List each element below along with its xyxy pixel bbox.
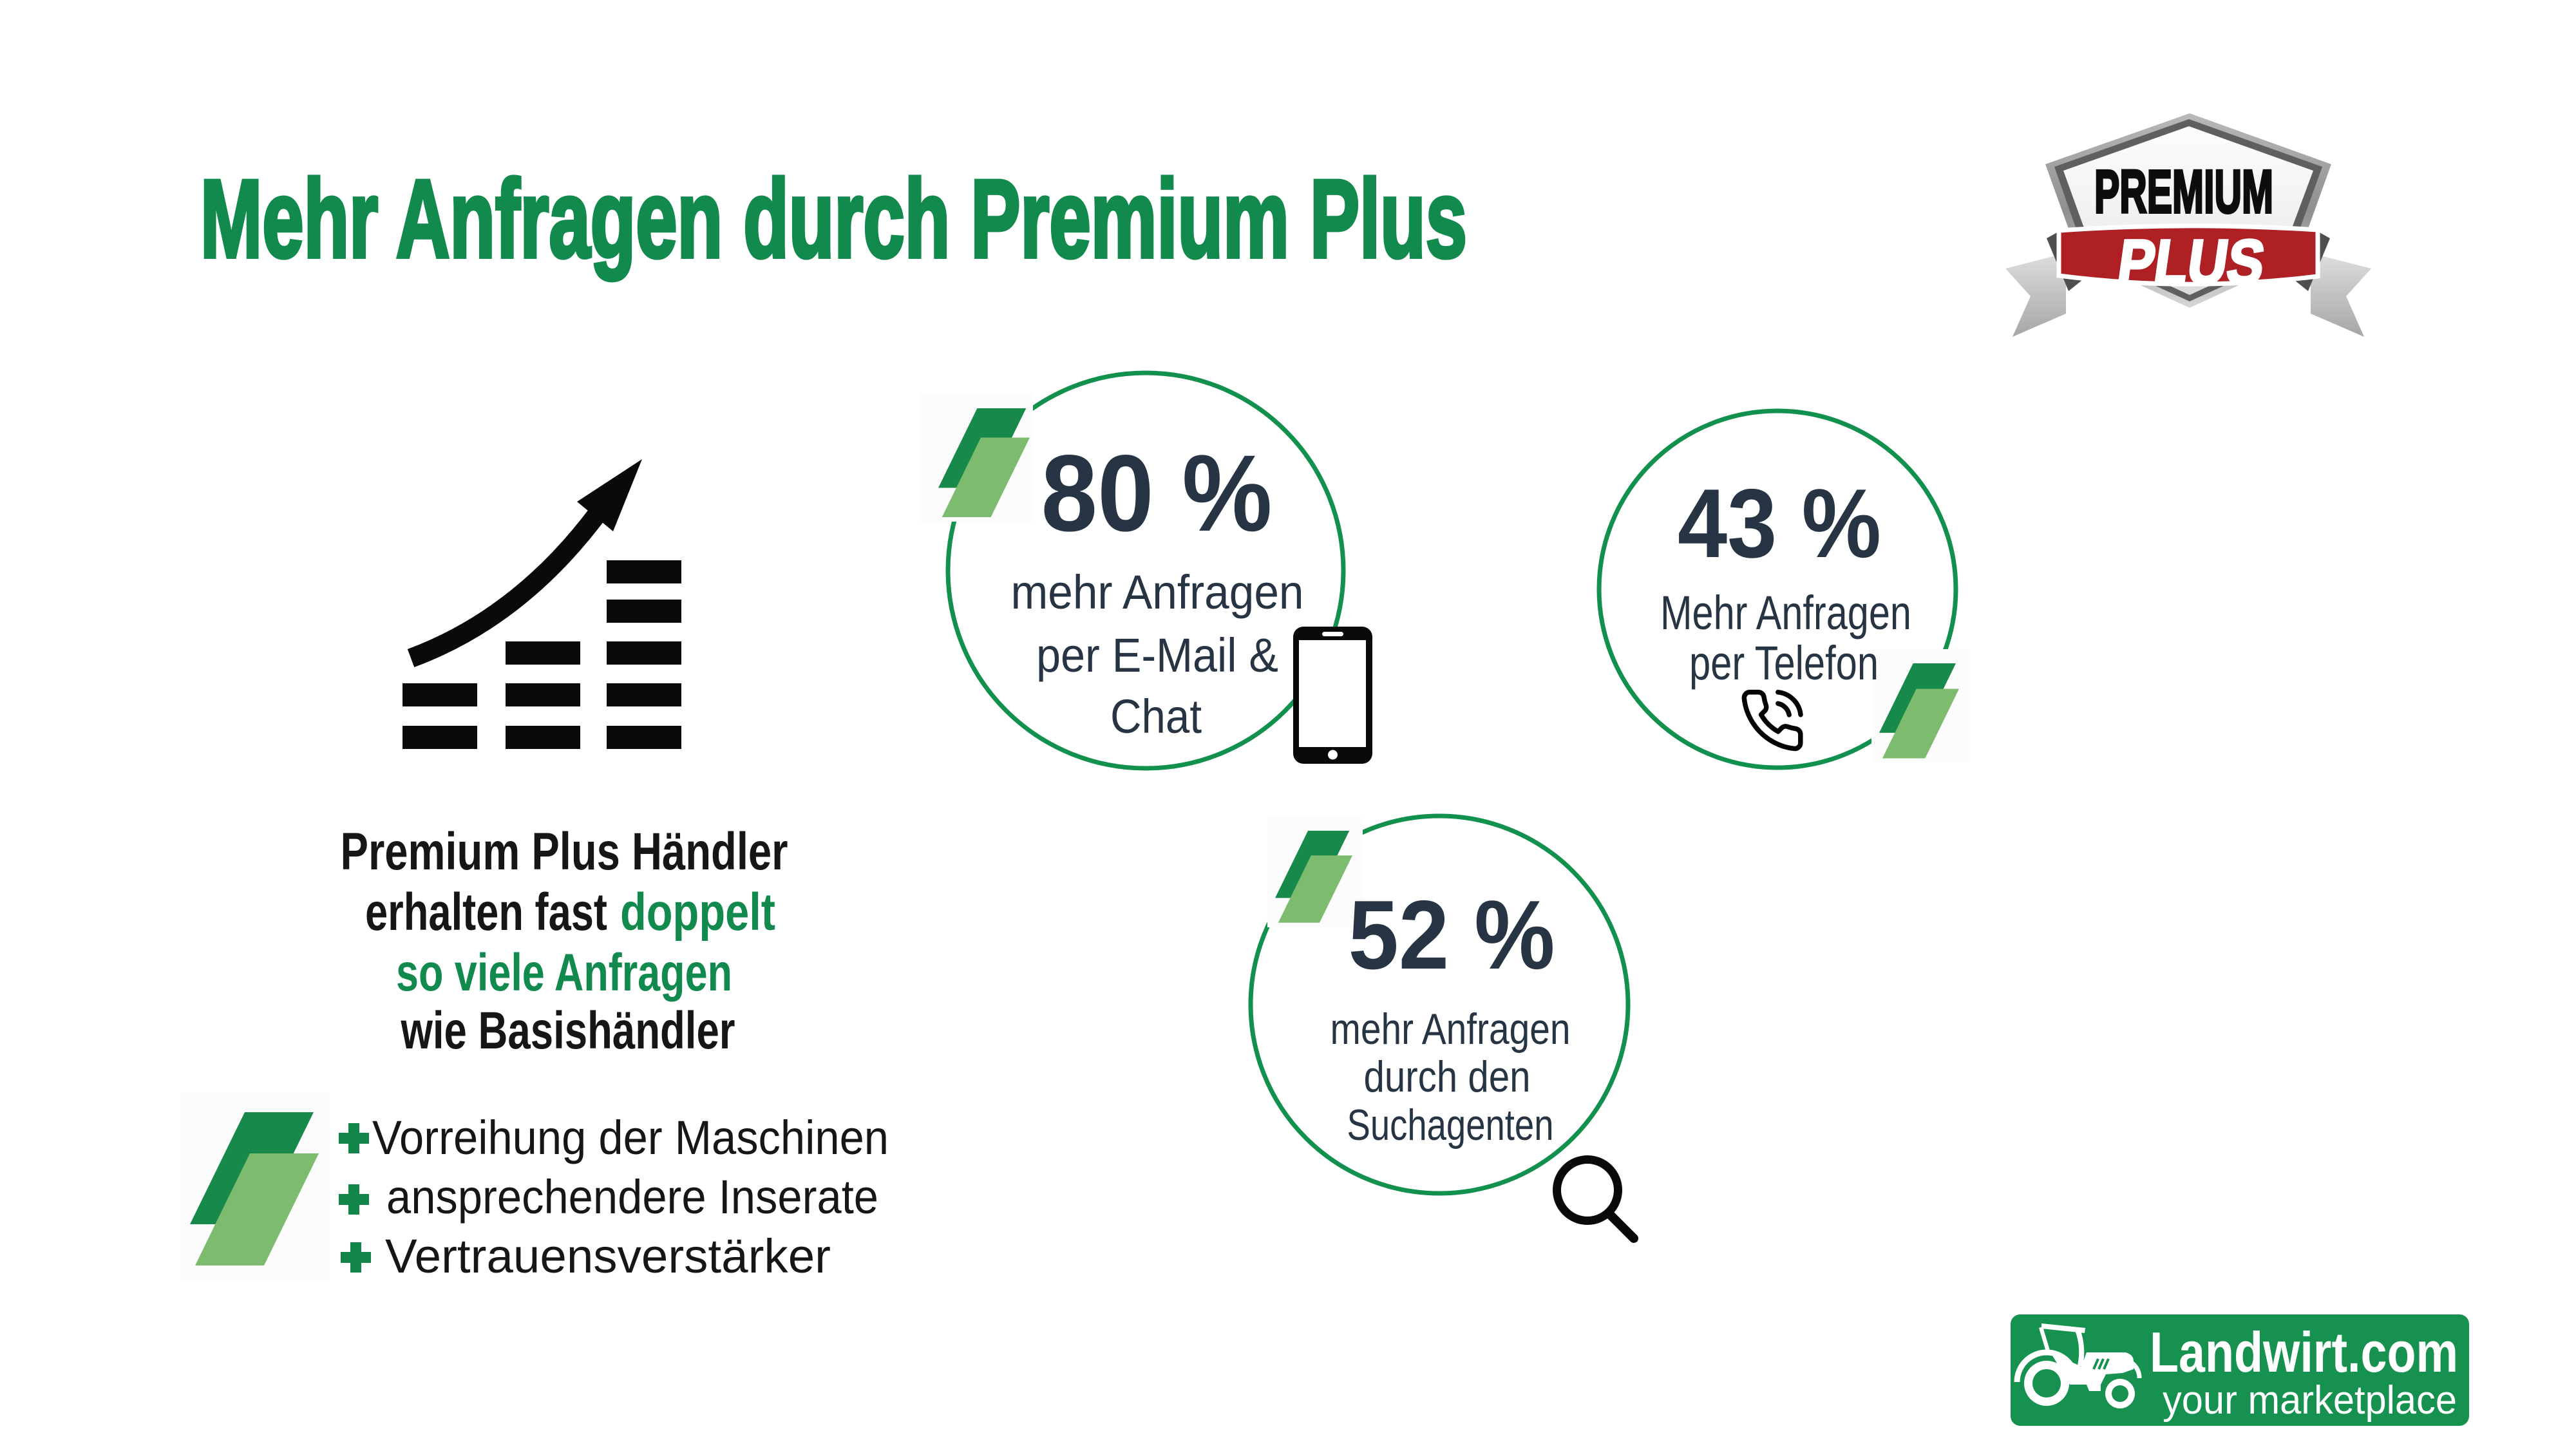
svg-text:PLUS: PLUS [2114, 227, 2269, 296]
svg-text:per E-Mail &: per E-Mail & [1036, 629, 1278, 682]
svg-text:doppelt: doppelt [620, 883, 775, 942]
svg-text:Vertrauensverstärker: Vertrauensverstärker [385, 1229, 831, 1283]
svg-text:52 %: 52 % [1349, 880, 1555, 990]
svg-text:Vorreihung der Maschinen: Vorreihung der Maschinen [372, 1111, 889, 1164]
svg-text:Suchagenten: Suchagenten [1347, 1101, 1554, 1150]
svg-text:ansprechendere Inserate: ansprechendere Inserate [386, 1170, 878, 1224]
svg-text:mehr Anfragen: mehr Anfragen [1011, 565, 1304, 619]
svg-text:durch den: durch den [1364, 1052, 1531, 1101]
svg-text:Premium Plus Händler: Premium Plus Händler [341, 822, 788, 881]
svg-text:wie Basishändler: wie Basishändler [401, 1001, 735, 1060]
svg-text:Mehr Anfragen durch Premium Pl: Mehr Anfragen durch Premium Plus [200, 157, 1467, 281]
svg-text:per Telefon: per Telefon [1689, 636, 1879, 690]
svg-text:Mehr Anfragen: Mehr Anfragen [1660, 586, 1911, 639]
svg-text:erhalten fast: erhalten fast [365, 883, 607, 942]
svg-text:PREMIUM: PREMIUM [2094, 158, 2273, 226]
svg-text:your marketplace: your marketplace [2163, 1378, 2457, 1423]
svg-text:80 %: 80 % [1041, 432, 1273, 554]
svg-text:so viele Anfragen: so viele Anfragen [396, 943, 732, 1002]
svg-text:mehr Anfragen: mehr Anfragen [1331, 1005, 1571, 1054]
svg-text:Landwirt.com: Landwirt.com [2150, 1320, 2458, 1384]
svg-text:43 %: 43 % [1678, 469, 1881, 578]
svg-text:Chat: Chat [1110, 690, 1202, 743]
